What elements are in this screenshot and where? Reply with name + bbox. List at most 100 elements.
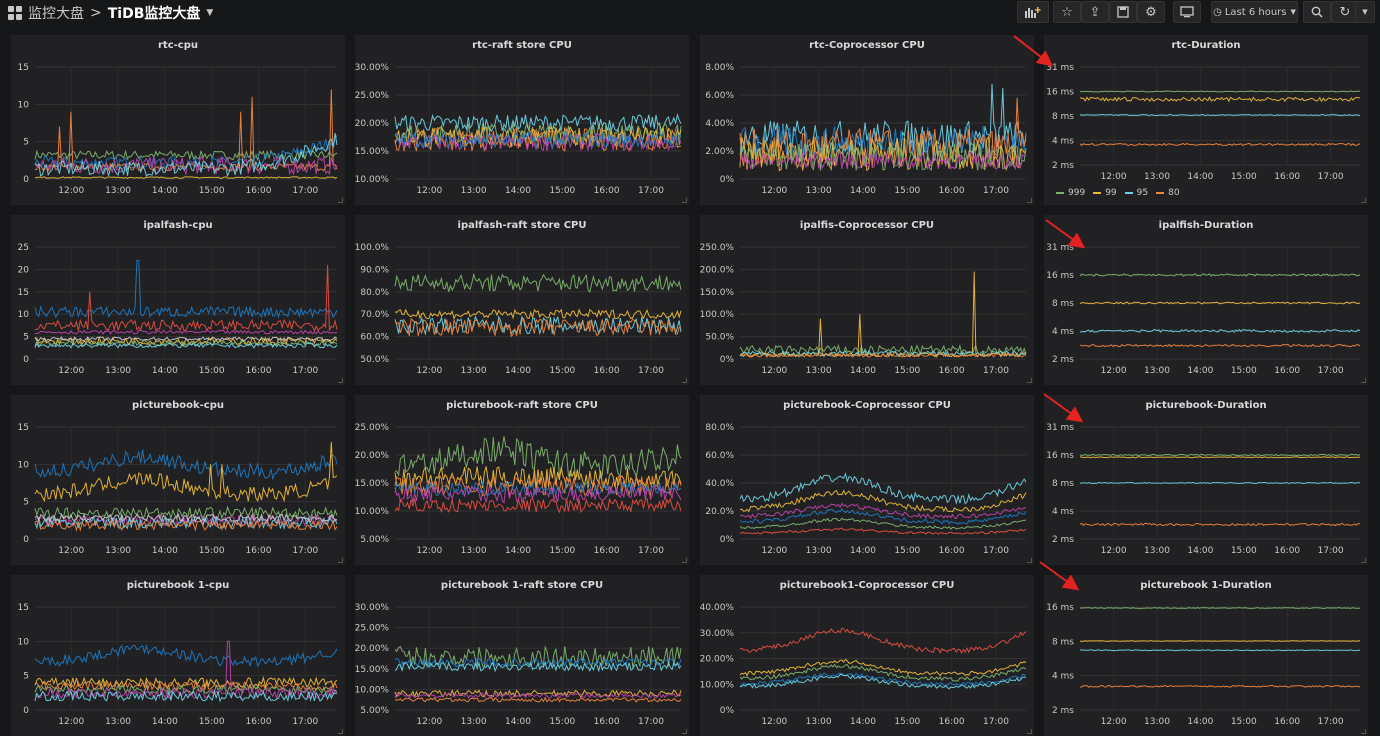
panel-resize-handle[interactable] xyxy=(1027,198,1032,203)
y-tick-label: 60.0% xyxy=(705,451,734,461)
x-tick-label: 16:00 xyxy=(1274,546,1300,556)
panel-rtc-cpu[interactable]: rtc-cpu 15 10 5 0 12:00 13:00 14:00 15:00 16:00 17… xyxy=(11,35,345,205)
legend-item[interactable]: 80 xyxy=(1156,188,1180,198)
panel-ipal-cop[interactable]: ipalfis-Coprocessor CPU 250.0% 200.0% 150.0… xyxy=(700,215,1034,385)
series-line xyxy=(739,527,1027,535)
y-tick-label: 31 ms xyxy=(1046,423,1074,433)
x-tick-label: 13:00 xyxy=(105,186,131,196)
panel-resize-handle[interactable] xyxy=(1027,729,1032,734)
panel-title[interactable]: picturebook-Duration xyxy=(1145,400,1267,411)
legend-label: 80 xyxy=(1168,188,1180,198)
save-button[interactable] xyxy=(1109,1,1137,23)
panel-title[interactable]: ipalfis-Coprocessor CPU xyxy=(799,220,935,231)
panel-resize-handle[interactable] xyxy=(682,378,687,383)
x-tick-label: 15:00 xyxy=(199,717,225,727)
chart-plot: 80.0% 60.0% 40.0% 20.0% 0% 12:00 13:00 14:00 15:… xyxy=(705,423,1027,556)
x-tick-label: 14:00 xyxy=(152,186,178,196)
panel-rtc-cop[interactable]: rtc-Coprocessor CPU 8.00% 6.00% 4.00% 2.00% 0… xyxy=(700,35,1034,205)
panel-title[interactable]: picturebook 1-raft store CPU xyxy=(440,580,604,591)
x-tick-label: 14:00 xyxy=(850,546,876,556)
series-line xyxy=(34,680,338,692)
series-line xyxy=(1079,684,1361,688)
settings-button[interactable]: ⚙ xyxy=(1137,1,1165,23)
caret-down-icon: ▼ xyxy=(1290,8,1296,16)
time-picker-button[interactable]: ◷ Last 6 hours ▼ xyxy=(1211,1,1298,23)
x-tick-label: 17:00 xyxy=(1318,366,1344,376)
add-panel-button[interactable] xyxy=(1017,1,1049,23)
breadcrumb-folder[interactable]: 监控大盘 xyxy=(28,6,84,22)
panel-rtc-dur[interactable]: rtc-Duration 31 ms 16 ms 8 ms 4 ms 2 ms 12:00 1… xyxy=(1044,35,1368,205)
panel-title[interactable]: picturebook-raft store CPU xyxy=(446,400,598,411)
panel-pb-raft[interactable]: picturebook-raft store CPU 25.00% 20.00% 15… xyxy=(355,395,689,565)
chart-plot: 40.00% 30.00% 20.00% 10.00% 0% 12:00 13:00 14:0… xyxy=(700,603,1027,727)
panel-resize-handle[interactable] xyxy=(338,378,343,383)
panel-title[interactable]: picturebook 1-Duration xyxy=(1140,580,1272,591)
panel-ipal-raft[interactable]: ipalfash-raft store CPU 100.0% 90.0% 80.0% 7… xyxy=(355,215,689,385)
panel-resize-handle[interactable] xyxy=(682,729,687,734)
panel-pb-cop[interactable]: picturebook-Coprocessor CPU 80.0% 60.0% 40.… xyxy=(700,395,1034,565)
legend-item[interactable]: 99 xyxy=(1093,188,1117,198)
panel-resize-handle[interactable] xyxy=(682,198,687,203)
zoom-out-button[interactable] xyxy=(1303,1,1331,23)
panel-title[interactable]: ipalfish-Duration xyxy=(1158,220,1254,231)
chart-plot: 30.00% 25.00% 20.00% 15.00% 10.00% 5.00% 12:00… xyxy=(355,603,682,727)
dashboard-grid-icon[interactable] xyxy=(8,6,22,20)
panel-title[interactable]: ipalfash-cpu xyxy=(143,220,213,231)
panel-resize-handle[interactable] xyxy=(338,558,343,563)
y-tick-label: 10.00% xyxy=(700,680,734,690)
panel-ipal-cpu[interactable]: ipalfash-cpu 25 20 15 10 5 0 12:00 13:00 14:00 15:… xyxy=(11,215,345,385)
panel-pb1-cop[interactable]: picturebook1-Coprocessor CPU 40.00% 30.00%… xyxy=(700,575,1034,736)
panel-resize-handle[interactable] xyxy=(1027,378,1032,383)
panel-title[interactable]: rtc-raft store CPU xyxy=(472,40,572,51)
star-button[interactable]: ☆ xyxy=(1053,1,1081,23)
y-tick-label: 25.00% xyxy=(355,91,389,101)
x-tick-label: 16:00 xyxy=(594,717,620,727)
panel-title[interactable]: picturebook 1-cpu xyxy=(126,580,230,591)
share-button[interactable]: ⇪ xyxy=(1081,1,1109,23)
panel-rtc-raft[interactable]: rtc-raft store CPU 30.00% 25.00% 20.00% 15.0… xyxy=(355,35,689,205)
panel-resize-handle[interactable] xyxy=(1361,729,1366,734)
y-tick-label: 0 xyxy=(23,355,29,365)
y-tick-label: 0 xyxy=(23,706,29,716)
panel-pb-dur[interactable]: picturebook-Duration 31 ms 16 ms 8 ms 4 ms 2 … xyxy=(1044,395,1368,565)
panel-resize-handle[interactable] xyxy=(1361,558,1366,563)
chart-plot: 100.0% 90.0% 80.0% 70.0% 60.0% 50.0% 12:00 13:0… xyxy=(355,243,682,376)
panel-title[interactable]: picturebook-Coprocessor CPU xyxy=(783,400,951,411)
panel-title[interactable]: rtc-Coprocessor CPU xyxy=(809,40,925,51)
panel-resize-handle[interactable] xyxy=(682,558,687,563)
panel-resize-handle[interactable] xyxy=(338,729,343,734)
panel-ipal-dur[interactable]: ipalfish-Duration 31 ms 16 ms 8 ms 4 ms 2 ms 1… xyxy=(1044,215,1368,385)
series-line xyxy=(34,259,338,319)
panel-pb1-cpu[interactable]: picturebook 1-cpu 15 10 5 0 12:00 13:00 14:00 15… xyxy=(11,575,345,736)
refresh-interval-dropdown[interactable]: ▼ xyxy=(1355,1,1375,23)
series-line xyxy=(394,691,682,700)
panel-resize-handle[interactable] xyxy=(1361,378,1366,383)
panel-title[interactable]: rtc-cpu xyxy=(158,40,198,51)
series-line xyxy=(34,132,338,178)
y-tick-label: 20.00% xyxy=(355,451,389,461)
legend-item[interactable]: 95 xyxy=(1124,188,1148,198)
panel-pb-cpu[interactable]: picturebook-cpu 15 10 5 0 12:00 13:00 14:00 15:0… xyxy=(11,395,345,565)
legend-swatch xyxy=(1156,191,1165,194)
series-line xyxy=(34,675,338,689)
legend-item[interactable]: 999 xyxy=(1056,188,1085,198)
x-tick-label: 15:00 xyxy=(199,546,225,556)
panel-resize-handle[interactable] xyxy=(1027,558,1032,563)
panel-resize-handle[interactable] xyxy=(1361,198,1366,203)
y-tick-label: 16 ms xyxy=(1046,88,1074,98)
panel-pb1-raft[interactable]: picturebook 1-raft store CPU 30.00% 25.00%… xyxy=(355,575,689,736)
dashboard-title[interactable]: TiDB监控大盘 xyxy=(107,6,201,22)
tv-mode-button[interactable] xyxy=(1173,1,1201,23)
y-tick-label: 15.00% xyxy=(355,147,389,157)
panel-title[interactable]: rtc-Duration xyxy=(1171,40,1241,51)
panel-pb1-dur[interactable]: picturebook 1-Duration 16 ms 8 ms 4 ms 2 ms 1… xyxy=(1044,575,1368,736)
panel-title[interactable]: picturebook1-Coprocessor CPU xyxy=(779,580,955,591)
x-tick-label: 15:00 xyxy=(549,366,575,376)
panel-title[interactable]: ipalfash-raft store CPU xyxy=(457,220,587,231)
series-line xyxy=(394,497,682,514)
x-tick-label: 12:00 xyxy=(761,717,787,727)
caret-down-icon[interactable]: ▼ xyxy=(206,8,214,18)
panel-title[interactable]: picturebook-cpu xyxy=(131,400,225,411)
y-tick-label: 20 xyxy=(18,265,30,275)
panel-resize-handle[interactable] xyxy=(338,198,343,203)
